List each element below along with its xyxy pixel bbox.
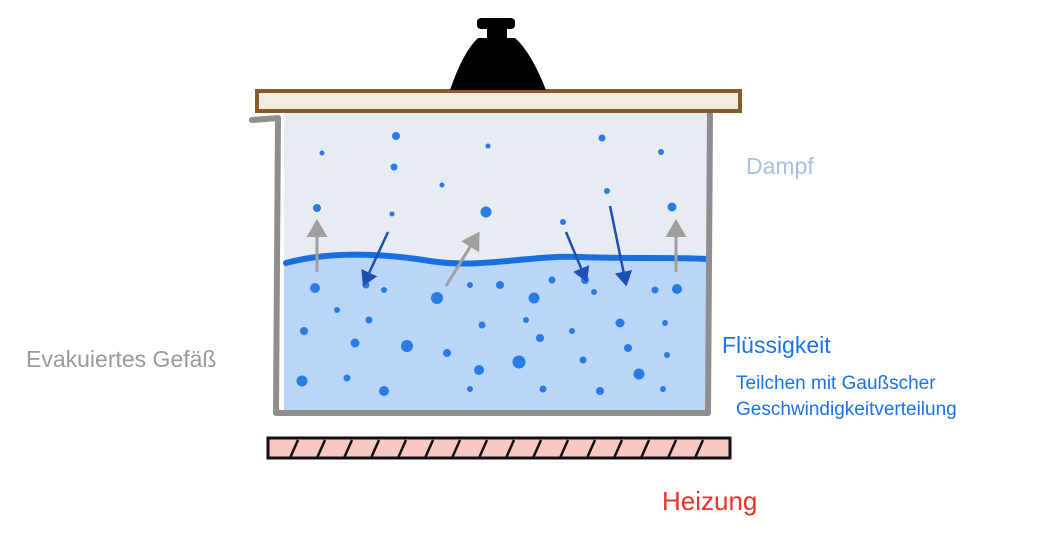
- vapor-particles: [313, 132, 677, 225]
- heating-plate-icon: [266, 436, 732, 460]
- evaporation-arrows: [306, 219, 687, 287]
- vapor-region: [284, 112, 708, 264]
- condensation-arrows: [361, 205, 633, 287]
- lid: [255, 89, 742, 113]
- liquid-label: Flüssigkeit: [722, 332, 831, 358]
- liquid-surface: [283, 251, 711, 267]
- vessel-label: Evakuiertes Gefäß: [26, 346, 217, 372]
- vapor-label: Dampf: [746, 153, 814, 179]
- weight-icon: [450, 18, 546, 90]
- particles-label-line2: Geschwindigkeitverteilung: [736, 399, 957, 420]
- vessel-wall: [249, 111, 713, 416]
- heater-label: Heizung: [662, 486, 758, 516]
- particles-label-line1: Teilchen mit Gaußscher: [736, 373, 936, 394]
- liquid-region: [284, 253, 708, 410]
